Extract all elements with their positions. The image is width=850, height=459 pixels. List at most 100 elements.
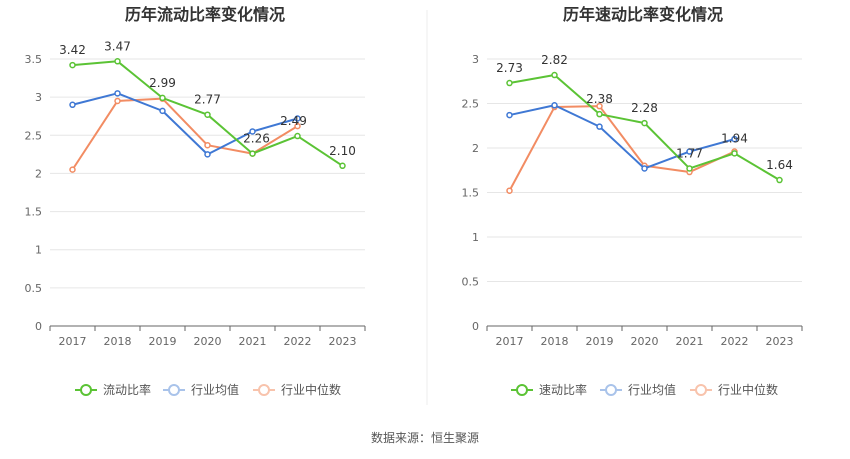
data-point[interactable]: [641, 165, 648, 172]
data-point[interactable]: [596, 110, 603, 118]
data-label: 2.10: [329, 144, 356, 158]
x-tick-label: 2021: [239, 335, 267, 348]
data-label: 2.26: [243, 132, 270, 146]
series-line: [71, 97, 299, 171]
legend-label: 流动比率: [103, 382, 151, 397]
y-tick-label: 3: [472, 53, 479, 66]
x-tick-label: 2017: [59, 335, 87, 348]
x-tick-label: 2023: [766, 335, 794, 348]
data-point[interactable]: [114, 90, 121, 97]
legend-item-industry-avg[interactable]: 行业均值: [163, 382, 239, 397]
legend-item-industry-avg[interactable]: 行业均值: [600, 382, 676, 397]
data-point[interactable]: [506, 79, 513, 87]
legend-item-industry-median[interactable]: 行业中位数: [253, 382, 341, 397]
data-point[interactable]: [69, 61, 76, 69]
y-tick-label: 2: [35, 167, 42, 180]
industry-avg-series: [506, 102, 738, 172]
data-label: 2.82: [541, 53, 568, 67]
x-tick-label: 2020: [194, 335, 222, 348]
data-point[interactable]: [686, 148, 693, 155]
x-tick-label: 2018: [541, 335, 569, 348]
data-label: 2.73: [496, 61, 523, 75]
data-point[interactable]: [551, 102, 558, 109]
data-label: 2.49: [280, 114, 307, 128]
data-point[interactable]: [249, 128, 256, 135]
data-point[interactable]: [114, 58, 121, 65]
axes: 0 0.5 1 1.5 2 2.5 3 2017 2018 2019 2020 2021 2022 202…: [462, 53, 803, 348]
data-point[interactable]: [731, 135, 738, 143]
series-line: [72, 92, 298, 156]
y-tick-label: 0: [472, 320, 479, 333]
y-tick-label: 1: [472, 231, 479, 244]
data-point[interactable]: [69, 166, 76, 173]
data-point[interactable]: [776, 176, 783, 184]
legend-marker-icon: [695, 384, 707, 396]
legend-label: 行业中位数: [281, 382, 341, 397]
data-point[interactable]: [204, 111, 211, 118]
y-tick-label: 0.5: [462, 276, 480, 289]
data-point[interactable]: [159, 107, 166, 115]
data-point[interactable]: [641, 119, 648, 127]
data-point[interactable]: [686, 165, 693, 172]
x-tick-label: 2018: [104, 335, 132, 348]
legend-label: 行业均值: [628, 382, 676, 397]
chart-title: 历年速动比率变化情况: [563, 5, 723, 24]
data-point[interactable]: [506, 187, 513, 194]
current-ratio-chart: 历年流动比率变化情况 0 0.5 1 1.5 2 2.5 3 3.5 2017 2018 2019 2…: [25, 5, 366, 397]
legend-label: 行业中位数: [718, 382, 778, 397]
data-point[interactable]: [596, 102, 603, 110]
data-label: 1.94: [721, 131, 748, 145]
y-tick-label: 0.5: [25, 282, 43, 295]
series-layer: 2.73 2.82 2.38 2.28 1.77 1.94 1.64: [496, 53, 793, 194]
x-tick-label: 2022: [721, 335, 749, 348]
data-point[interactable]: [339, 162, 346, 170]
data-label: 1.64: [766, 158, 793, 172]
data-point[interactable]: [159, 94, 166, 102]
data-source-note: 数据来源：恒生聚源: [371, 430, 479, 445]
industry-avg-series: [69, 90, 301, 158]
data-point[interactable]: [204, 141, 211, 149]
legend-item-industry-median[interactable]: 行业中位数: [690, 382, 778, 397]
legend-marker-icon: [516, 384, 528, 396]
data-point[interactable]: [596, 123, 603, 130]
data-point[interactable]: [249, 150, 256, 157]
data-label: 2.28: [631, 101, 658, 115]
axes: 0 0.5 1 1.5 2 2.5 3 3.5 2017 2018 2019 2020 2021 2022…: [25, 53, 366, 348]
data-point[interactable]: [731, 150, 738, 157]
legend-item-company[interactable]: 速动比率: [511, 382, 587, 397]
data-point[interactable]: [204, 151, 211, 158]
data-point[interactable]: [294, 132, 301, 140]
data-label: 2.77: [194, 93, 221, 107]
x-tick-label: 2017: [496, 335, 524, 348]
data-point[interactable]: [551, 71, 558, 79]
grid-lines: [487, 58, 802, 282]
y-tick-label: 1: [35, 244, 42, 257]
y-tick-label: 3.5: [25, 53, 43, 66]
chart-title: 历年流动比率变化情况: [125, 5, 285, 24]
legend-marker-icon: [258, 384, 270, 396]
legend-marker-icon: [168, 384, 180, 396]
data-point[interactable]: [69, 101, 76, 109]
x-tick-label: 2019: [586, 335, 614, 348]
legend[interactable]: 速动比率 行业均值 行业中位数: [511, 382, 778, 397]
series-line: [509, 104, 735, 170]
legend-label: 速动比率: [539, 382, 587, 397]
y-tick-label: 3: [35, 91, 42, 104]
legend[interactable]: 流动比率 行业均值 行业中位数: [75, 382, 341, 397]
y-tick-label: 1.5: [25, 206, 43, 219]
y-tick-label: 2.5: [25, 129, 43, 142]
data-label: 2.38: [586, 92, 613, 106]
data-point[interactable]: [294, 115, 301, 122]
x-tick-label: 2019: [149, 335, 177, 348]
legend-item-company[interactable]: 流动比率: [75, 382, 151, 397]
data-label: 3.42: [59, 43, 86, 57]
legend-label: 行业均值: [191, 382, 239, 397]
data-point[interactable]: [114, 97, 121, 105]
data-point[interactable]: [294, 122, 301, 130]
legend-marker-icon: [605, 384, 617, 396]
data-point[interactable]: [506, 111, 513, 119]
data-label: 1.77: [676, 146, 703, 160]
series-layer: 3.42 3.47 2.99 2.77 2.26 2.49 2.10: [59, 39, 356, 173]
data-label: 3.47: [104, 39, 131, 53]
